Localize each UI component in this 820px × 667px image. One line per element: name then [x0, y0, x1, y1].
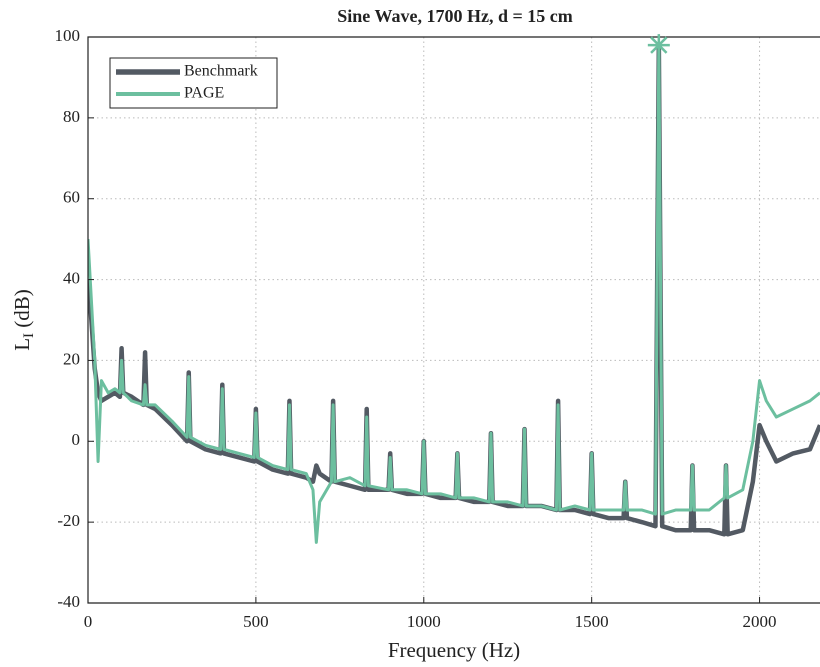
series-line	[88, 43, 820, 544]
x-tick-label: 1000	[407, 612, 441, 631]
x-tick-label: 0	[84, 612, 93, 631]
axes-frame	[87, 36, 820, 604]
y-tick-label: 0	[72, 430, 81, 449]
grid	[87, 36, 820, 604]
series-line	[88, 42, 820, 537]
y-tick-label: 60	[63, 188, 80, 207]
y-tick-label: 80	[63, 107, 80, 126]
legend-box	[109, 57, 278, 109]
chart-title: Sine Wave, 1700 Hz, d = 15 cm	[337, 6, 572, 26]
x-axis-label: Frequency (Hz)	[388, 638, 520, 662]
plot-area	[88, 42, 820, 544]
y-label-main: L	[10, 338, 34, 351]
x-tick-label: 1500	[575, 612, 609, 631]
y-axis-label: LI (dB)	[10, 289, 38, 351]
legend-label: Benchmark	[184, 63, 258, 80]
peak-marker	[647, 34, 670, 57]
y-tick-label: 100	[55, 26, 81, 45]
y-label-sub: I	[21, 333, 37, 338]
legend: Benchmark PAGE	[109, 57, 278, 109]
x-tick-label: 500	[243, 612, 269, 631]
y-tick-label: -40	[57, 592, 80, 611]
y-tick-label: -20	[57, 511, 80, 530]
y-tick-label: 20	[63, 349, 80, 368]
y-label-unit: (dB)	[10, 289, 34, 333]
y-tick-label: 40	[63, 268, 80, 287]
x-tick-label: 2000	[743, 612, 777, 631]
legend-label: PAGE	[184, 85, 224, 102]
